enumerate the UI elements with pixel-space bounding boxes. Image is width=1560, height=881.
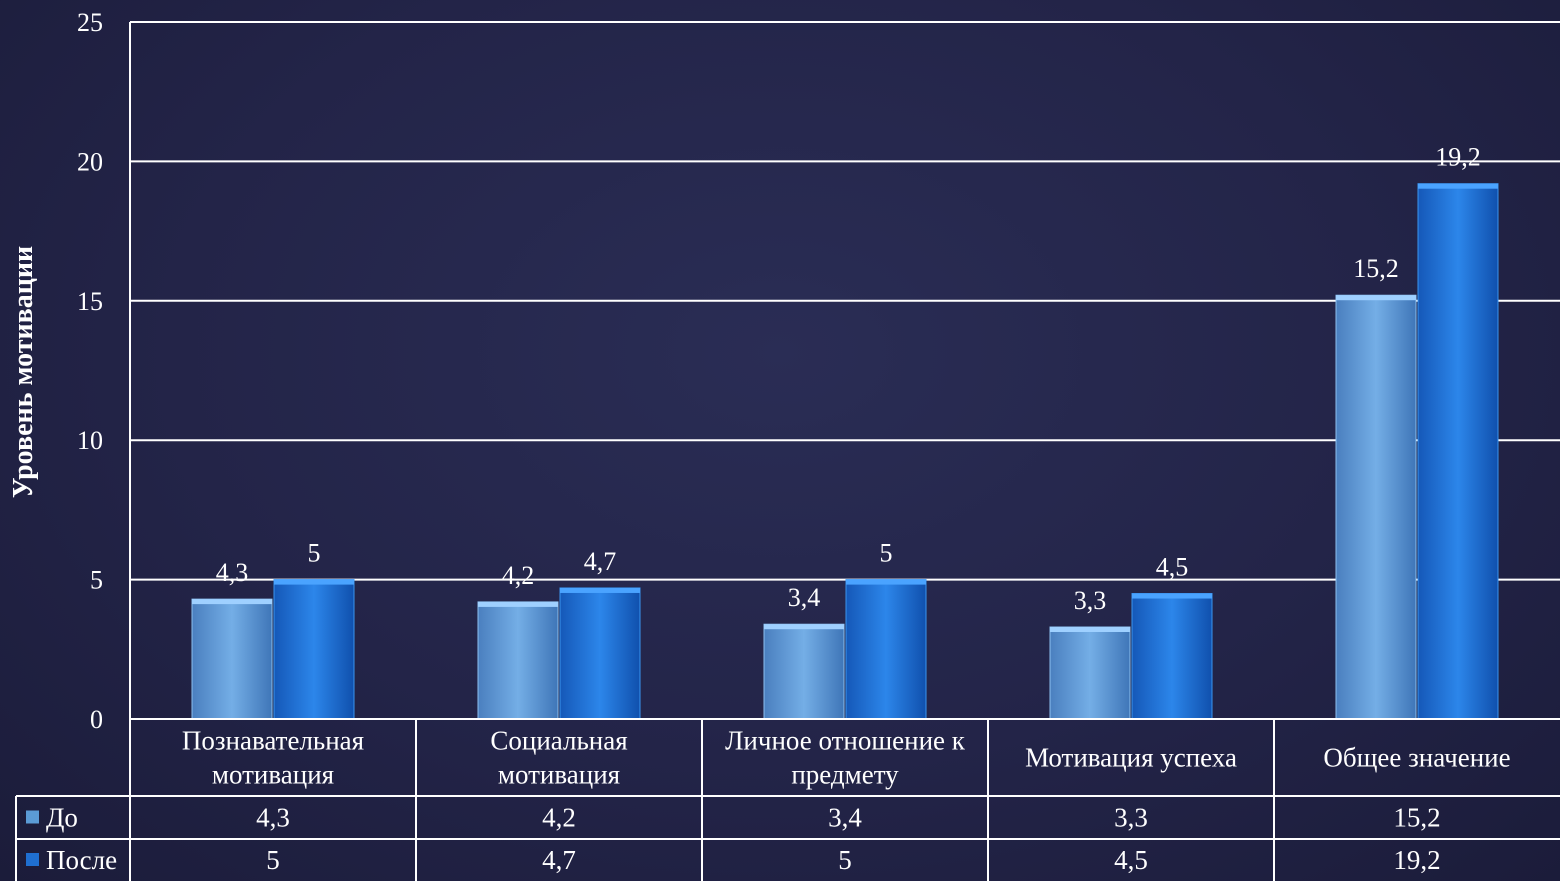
category-label: Познавательная	[182, 726, 364, 756]
table-value: 5	[838, 845, 852, 875]
bar-do	[477, 601, 559, 720]
bar-do	[191, 598, 273, 720]
category-label: Общее значение	[1323, 743, 1510, 773]
bar-do	[1049, 626, 1131, 720]
data-label: 5	[308, 539, 321, 568]
bar-top-bevel	[1050, 626, 1130, 632]
y-tick-label: 15	[77, 287, 103, 316]
legend-key-icon	[26, 810, 39, 824]
legend-series-name: До	[46, 803, 78, 833]
bar-top-bevel	[560, 587, 640, 593]
bar-posle	[845, 579, 927, 720]
table-value: 19,2	[1393, 845, 1440, 875]
data-label: 19,2	[1435, 143, 1481, 172]
y-tick-label: 25	[77, 8, 103, 37]
data-label: 3,4	[788, 583, 821, 612]
bar-do	[1335, 294, 1417, 720]
y-axis-title: Уровень мотивации	[8, 246, 39, 498]
data-label: 4,5	[1156, 553, 1189, 582]
table-value: 4,7	[542, 845, 576, 875]
bar-posle	[1417, 183, 1499, 720]
bar-top-bevel	[478, 601, 558, 607]
bar-posle	[1131, 593, 1213, 720]
bar-posle	[559, 587, 641, 720]
category-label: предмету	[791, 760, 899, 790]
category-label: мотивация	[498, 760, 620, 790]
table-value: 5	[266, 845, 280, 875]
data-label: 15,2	[1353, 254, 1399, 283]
table-value: 15,2	[1393, 803, 1440, 833]
table-value: 4,3	[256, 803, 290, 833]
bar-posle	[273, 579, 355, 720]
data-label: 3,3	[1074, 586, 1107, 615]
data-label: 4,3	[216, 558, 249, 587]
y-tick-label: 10	[77, 426, 103, 455]
category-label: Социальная	[490, 726, 627, 756]
y-tick-label: 20	[77, 147, 103, 176]
bar-top-bevel	[846, 579, 926, 585]
legend-key-icon	[26, 853, 39, 866]
table-value: 4,2	[542, 803, 576, 833]
table-value: 3,4	[828, 803, 862, 833]
bar-top-bevel	[764, 624, 844, 630]
bar-top-bevel	[1418, 183, 1498, 189]
y-tick-label: 0	[90, 705, 103, 734]
bar-top-bevel	[1132, 593, 1212, 599]
y-tick-label: 5	[90, 566, 103, 595]
bar-top-bevel	[274, 579, 354, 585]
category-label: мотивация	[212, 760, 334, 790]
category-label: Личное отношение к	[725, 726, 966, 756]
data-label: 5	[880, 539, 893, 568]
bar-top-bevel	[1336, 295, 1416, 301]
data-label: 4,2	[502, 561, 535, 590]
bar-top-bevel	[192, 599, 272, 605]
bar-do	[763, 623, 845, 720]
table-value: 3,3	[1114, 803, 1148, 833]
table-value: 4,5	[1114, 845, 1148, 875]
data-label: 4,7	[584, 547, 617, 576]
category-label: Мотивация успеха	[1025, 743, 1237, 773]
legend-series-name: После	[46, 845, 117, 875]
